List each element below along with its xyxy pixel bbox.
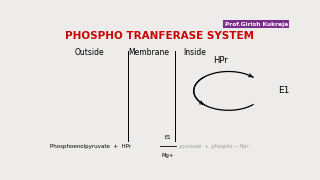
- Text: E1: E1: [164, 135, 171, 140]
- Text: Inside: Inside: [184, 48, 206, 57]
- Text: Prof.Girish Kukreja: Prof.Girish Kukreja: [225, 22, 288, 27]
- Text: Outside: Outside: [75, 48, 104, 57]
- Text: E1: E1: [278, 86, 290, 95]
- Text: PHOSPHO TRANFERASE SYSTEM: PHOSPHO TRANFERASE SYSTEM: [65, 31, 253, 41]
- Text: Mg+: Mg+: [162, 153, 174, 158]
- Text: HPr: HPr: [214, 56, 228, 65]
- Text: Membrane: Membrane: [129, 48, 170, 57]
- Text: pyruvate  +  phospho ~ Hpr: pyruvate + phospho ~ Hpr: [178, 144, 248, 149]
- Text: Phosphoenolpyruvate  +  HPr: Phosphoenolpyruvate + HPr: [50, 144, 131, 149]
